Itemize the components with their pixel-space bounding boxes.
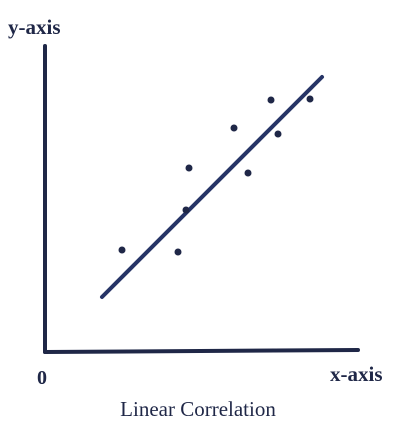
x-axis-label: x-axis [330,362,383,386]
origin-label: 0 [37,367,47,389]
point [274,130,282,138]
point [244,169,252,177]
caption: Linear Correlation [120,397,276,421]
point [118,246,126,254]
trend-line [100,75,324,299]
point [267,96,275,104]
point [230,124,238,132]
y-axis-label: y-axis [8,15,61,39]
x-axis-line [43,348,360,354]
point [174,248,182,256]
point [182,206,190,214]
data-points [118,95,314,256]
point [306,95,314,103]
point [185,164,193,172]
